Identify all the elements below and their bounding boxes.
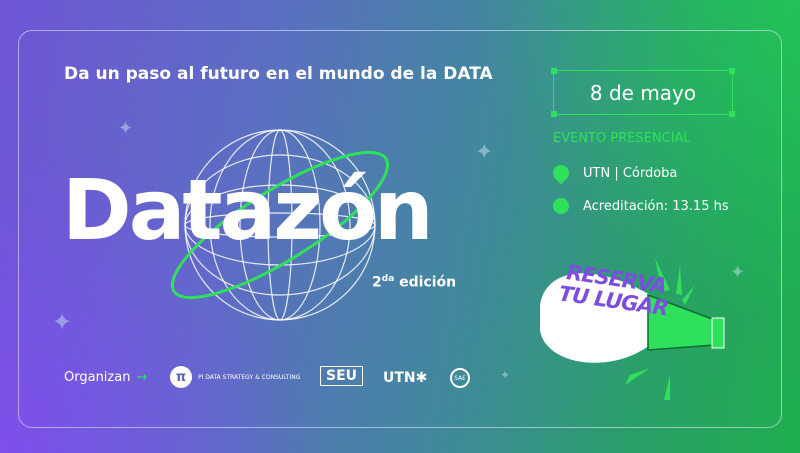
megaphone-icon[interactable] bbox=[530, 250, 760, 400]
location-pin-icon bbox=[549, 161, 573, 185]
event-date: 8 de mayo bbox=[589, 80, 697, 105]
tagline: Da un paso al futuro en el mundo de la D… bbox=[64, 64, 493, 84]
arrow-right-icon: → bbox=[136, 370, 148, 385]
logo-pi-data: π PI DATA STRATEGY & CONSULTING bbox=[170, 366, 300, 388]
clock-icon bbox=[553, 198, 569, 214]
frame-border bbox=[18, 30, 782, 428]
sparkle-icon: ✦ bbox=[500, 368, 511, 382]
sparkle-icon: ✦ bbox=[475, 140, 494, 165]
sparkle-icon: ✦ bbox=[730, 262, 746, 283]
accreditation-row: Acreditación: 13.15 hs bbox=[553, 198, 729, 214]
logo-seu: SEU bbox=[320, 366, 364, 386]
organizers-label: Organizan → bbox=[64, 370, 148, 385]
date-box: 8 de mayo bbox=[551, 68, 735, 117]
logo-utn: UTN✱ bbox=[383, 370, 428, 386]
accreditation-time: Acreditación: 13.15 hs bbox=[583, 198, 729, 214]
event-title: Datazón bbox=[62, 161, 434, 259]
sparkle-icon: ✦ bbox=[52, 308, 73, 336]
location: UTN | Córdoba bbox=[583, 165, 678, 181]
logo-sae: SAE bbox=[450, 368, 470, 388]
sparkle-icon: ✦ bbox=[118, 118, 134, 139]
location-row: UTN | Córdoba bbox=[549, 161, 678, 185]
globe-icon bbox=[170, 129, 390, 321]
event-type: EVENTO PRESENCIAL bbox=[553, 131, 691, 146]
edition-label: 2da edición bbox=[372, 274, 457, 291]
